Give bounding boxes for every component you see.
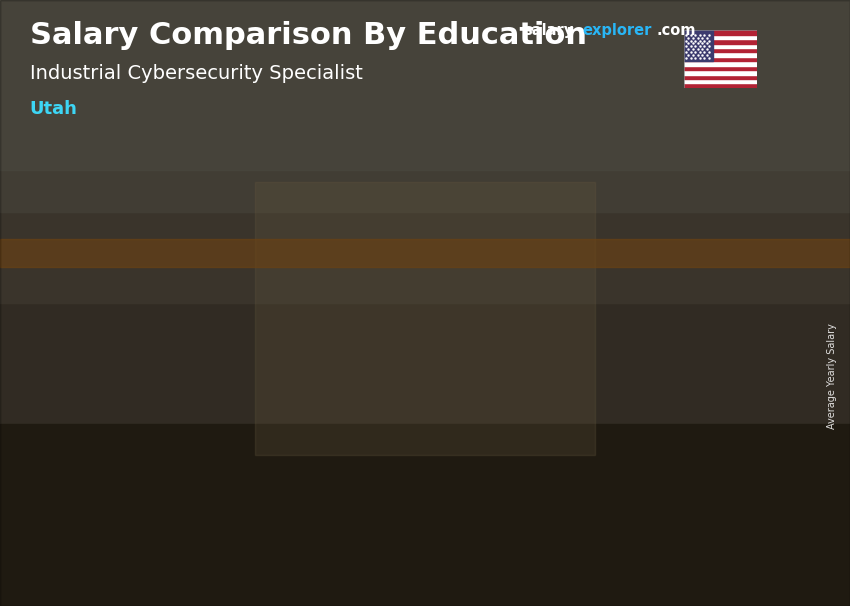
Bar bbox=[684, 65, 756, 70]
Bar bbox=[684, 84, 756, 88]
Bar bbox=[684, 30, 713, 61]
Text: +21%: +21% bbox=[528, 174, 599, 194]
Bar bbox=[684, 35, 756, 39]
Text: .com: .com bbox=[656, 23, 695, 38]
Text: explorer: explorer bbox=[582, 23, 652, 38]
Bar bbox=[684, 70, 756, 75]
Text: 120,000 USD: 120,000 USD bbox=[637, 220, 723, 233]
Polygon shape bbox=[712, 247, 728, 545]
Bar bbox=[0, 0, 850, 303]
Bar bbox=[255, 182, 595, 454]
Polygon shape bbox=[620, 247, 728, 255]
Text: 61,400 USD: 61,400 USD bbox=[42, 362, 121, 375]
Bar bbox=[684, 39, 756, 44]
Bar bbox=[0, 0, 850, 170]
Polygon shape bbox=[264, 368, 372, 376]
Bar bbox=[684, 57, 756, 61]
Polygon shape bbox=[264, 376, 356, 545]
Polygon shape bbox=[85, 396, 178, 545]
Polygon shape bbox=[441, 306, 534, 545]
Polygon shape bbox=[620, 255, 712, 545]
Polygon shape bbox=[534, 298, 550, 545]
Polygon shape bbox=[441, 298, 550, 306]
Polygon shape bbox=[356, 368, 372, 545]
Polygon shape bbox=[178, 389, 194, 545]
Bar bbox=[684, 61, 756, 65]
Text: Industrial Cybersecurity Specialist: Industrial Cybersecurity Specialist bbox=[30, 64, 363, 82]
Bar bbox=[684, 79, 756, 84]
Text: +14%: +14% bbox=[172, 293, 243, 313]
Bar bbox=[684, 75, 756, 79]
Bar bbox=[0, 424, 850, 606]
Bar bbox=[684, 44, 756, 48]
Text: 98,800 USD: 98,800 USD bbox=[431, 271, 509, 284]
Text: Utah: Utah bbox=[30, 100, 77, 118]
Text: +41%: +41% bbox=[349, 188, 422, 208]
Bar bbox=[0, 0, 850, 212]
Bar bbox=[684, 30, 756, 35]
Bar bbox=[684, 48, 756, 53]
Text: Salary Comparison By Education: Salary Comparison By Education bbox=[30, 21, 586, 50]
Bar bbox=[0, 239, 850, 267]
Text: 70,100 USD: 70,100 USD bbox=[252, 341, 332, 354]
Polygon shape bbox=[85, 389, 194, 396]
Text: Average Yearly Salary: Average Yearly Salary bbox=[827, 323, 837, 428]
Text: salary: salary bbox=[523, 23, 573, 38]
Bar bbox=[684, 53, 756, 57]
